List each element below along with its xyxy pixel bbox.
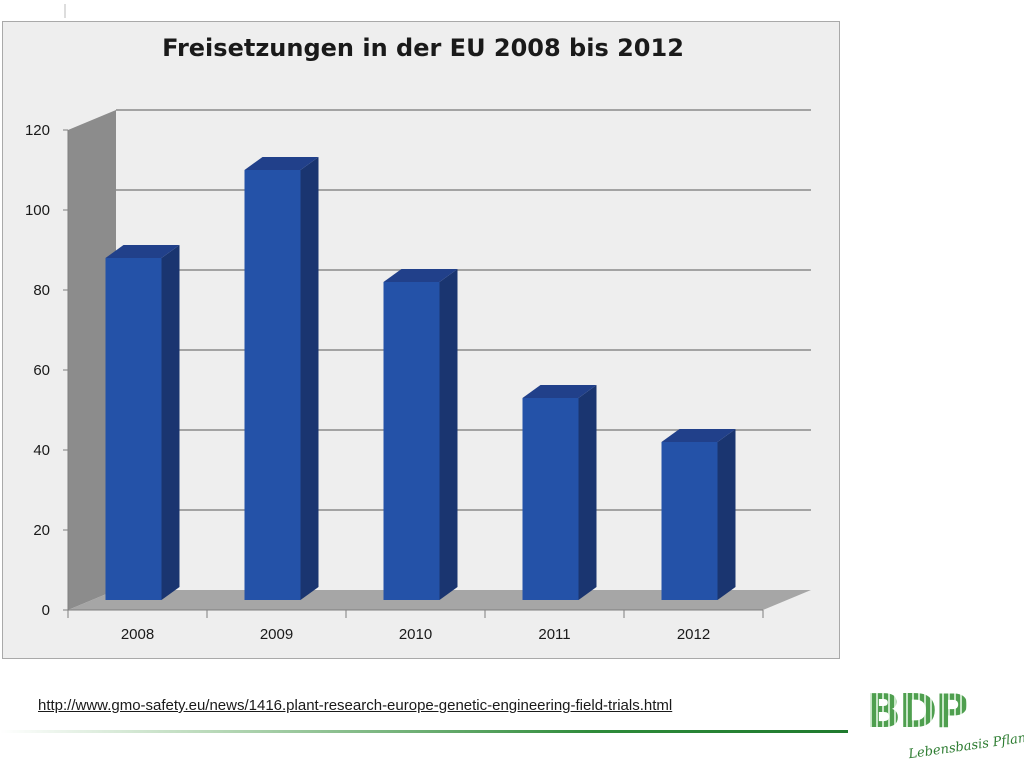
y-tick-label: 40 xyxy=(33,442,50,459)
y-tick-label: 0 xyxy=(42,602,50,619)
y-tick-label: 100 xyxy=(25,202,50,219)
y-tick-label: 120 xyxy=(25,122,50,139)
bar-side xyxy=(300,157,319,600)
bar-side xyxy=(578,385,597,600)
logo-letters: BDP xyxy=(866,684,969,738)
bdp-logo: BDP Lebensbasis Pflanze xyxy=(866,684,1024,762)
bar-chart: 0 20 40 60 80 100 120 2008 2009 2010 2011 2012 xyxy=(25,109,811,643)
footer-divider xyxy=(0,730,848,733)
chart-frame: Freisetzungen in der EU 2008 bis 2012 0 2… xyxy=(2,21,840,659)
x-tick-label: 2012 xyxy=(677,626,710,643)
side-wall xyxy=(68,110,116,610)
bar xyxy=(661,442,718,600)
bar xyxy=(105,258,162,600)
y-tick-label: 60 xyxy=(33,362,50,379)
bar xyxy=(383,282,440,600)
x-tick-label: 2010 xyxy=(399,626,432,643)
y-tick-label: 20 xyxy=(33,522,50,539)
corner-mark xyxy=(64,4,66,18)
source-link[interactable]: http://www.gmo-safety.eu/news/1416.plant… xyxy=(38,697,673,714)
bar-top xyxy=(522,385,597,398)
bar-side xyxy=(439,269,458,600)
bar-side xyxy=(717,429,736,600)
bar xyxy=(522,398,579,600)
y-tick-label: 80 xyxy=(33,282,50,299)
x-tick-label: 2009 xyxy=(260,626,293,643)
bar-top xyxy=(105,245,180,258)
chart-title: Freisetzungen in der EU 2008 bis 2012 xyxy=(162,34,684,62)
bar-side xyxy=(161,245,180,600)
bar-top xyxy=(244,157,319,170)
bar xyxy=(244,170,301,600)
x-tick-label: 2008 xyxy=(121,626,154,643)
bar-top xyxy=(661,429,736,442)
x-tick-label: 2011 xyxy=(538,626,570,643)
bar-top xyxy=(383,269,458,282)
